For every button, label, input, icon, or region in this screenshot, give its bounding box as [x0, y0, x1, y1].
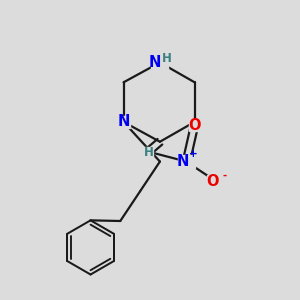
Text: O: O [188, 118, 201, 133]
Bar [144, 147, 153, 157]
Text: H: H [162, 52, 172, 65]
Bar [189, 119, 200, 131]
Text: H: H [143, 146, 153, 159]
Text: +: + [189, 149, 198, 159]
Bar [117, 116, 130, 128]
Text: N: N [177, 154, 189, 169]
Bar [208, 175, 225, 188]
Text: -: - [223, 170, 227, 180]
Bar [151, 56, 169, 69]
Text: N: N [117, 114, 130, 129]
Bar [178, 155, 195, 168]
Text: N: N [149, 55, 161, 70]
Text: O: O [206, 174, 219, 189]
